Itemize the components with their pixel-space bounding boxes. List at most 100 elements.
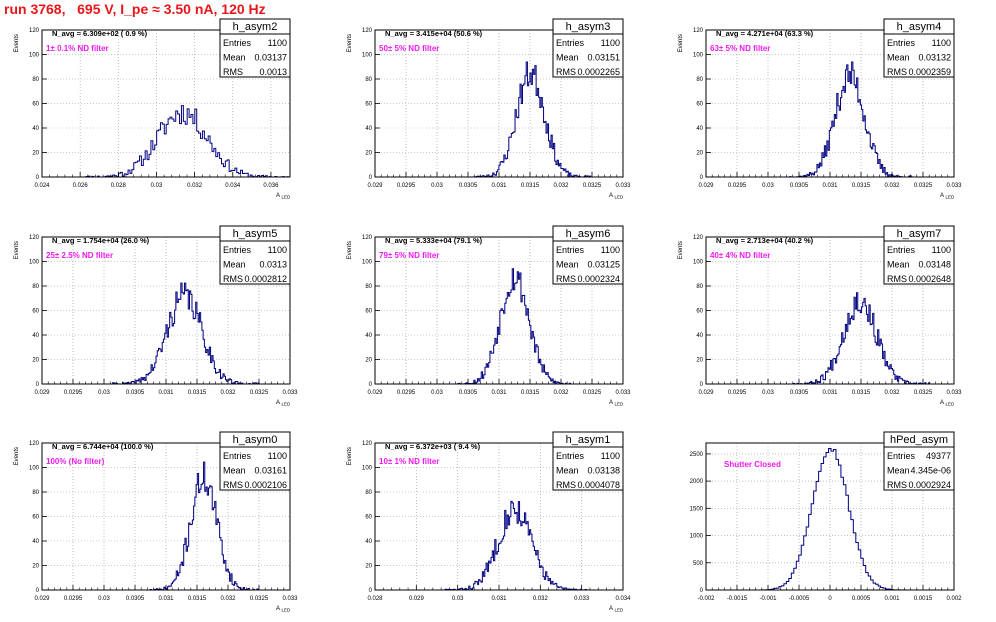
stats-value: 1100 <box>601 245 620 255</box>
y-tick-label: 80 <box>32 284 39 290</box>
y-tick-label: 80 <box>365 77 372 83</box>
x-tick-label: 0.031 <box>158 390 174 396</box>
x-tick-label: 0.03 <box>452 596 464 602</box>
y-tick-label: 80 <box>365 284 372 290</box>
histogram-panel-h_asym0: 0.029 0.0295 0.03 0.0305 0.031 0.0315 0.032 0.0… <box>14 431 298 613</box>
x-tick-label: 0.029 <box>698 183 714 189</box>
histogram-panel-h_asym2: 0.024 0.026 0.028 0.03 0.032 0.034 0.036 0 20 40 6… <box>14 18 291 200</box>
y-tick-label: 20 <box>365 358 372 364</box>
x-tick-label: 0.0305 <box>790 390 809 396</box>
x-tick-label: 0.0295 <box>64 596 83 602</box>
stats-label: Mean <box>223 53 246 63</box>
stats-label: Mean <box>556 466 579 476</box>
stats-label: RMS <box>223 480 243 490</box>
histogram-line <box>471 61 592 178</box>
navg-label: N_avg = 3.415e+04 (50.6 %) <box>385 29 483 38</box>
x-tick-label: 0.029 <box>34 390 50 396</box>
y-tick-label: 60 <box>365 309 372 315</box>
navg-label: N_avg = 2.713e+04 (40.2 %) <box>716 236 814 245</box>
navg-label: N_avg = 6.309e+02 ( 0.9 %) <box>52 29 148 38</box>
x-tick-label: 0.0315 <box>521 183 540 189</box>
y-tick-label: 80 <box>696 284 703 290</box>
y-tick-label: 0 <box>369 382 373 388</box>
stats-label: RMS <box>887 67 907 77</box>
stats-label: Entries <box>223 451 252 461</box>
y-tick-label: 20 <box>32 151 39 157</box>
histogram-name: h_asym7 <box>897 228 942 240</box>
stats-value: 0.0002265 <box>577 67 620 77</box>
navg-label: N_avg = 6.744e+04 (100.0 %) <box>52 442 154 451</box>
y-tick-label: 100 <box>362 466 373 472</box>
y-tick-label: 60 <box>32 309 39 315</box>
x-tick-label: -0.0005 <box>789 596 810 602</box>
stats-label: Mean <box>223 466 246 476</box>
x-tick-label: 0.0315 <box>852 390 871 396</box>
x-tick-label: 0.0305 <box>126 596 145 602</box>
stats-value: 0.03125 <box>587 260 620 270</box>
histogram-panel-h_asym5: 0.029 0.0295 0.03 0.0305 0.031 0.0315 0.032 0.0… <box>14 225 298 407</box>
y-tick-label: 100 <box>693 53 704 59</box>
y-tick-label: 0 <box>369 588 373 594</box>
y-tick-label: 80 <box>32 490 39 496</box>
y-tick-label: 0 <box>36 382 40 388</box>
x-axis-title: A LED <box>276 400 291 407</box>
x-tick-label: 0.031 <box>491 596 507 602</box>
x-tick-label: 0.032 <box>553 390 569 396</box>
y-tick-label: 60 <box>696 102 703 108</box>
x-tick-label: 0.032 <box>220 596 236 602</box>
x-axis-title: A LED <box>940 400 955 407</box>
y-tick-label: 0 <box>36 175 40 181</box>
histogram-panel-hPed_asym: -0.002 -0.0015 -0.001 -0.0005 0 0.0005 0.001 0.… <box>690 431 962 602</box>
stats-label: RMS <box>887 480 907 490</box>
histogram-name: h_asym6 <box>566 228 611 240</box>
stats-value: 0.03161 <box>254 466 287 476</box>
x-tick-label: 0.0305 <box>459 390 478 396</box>
y-tick-label: 20 <box>696 358 703 364</box>
histogram-name: h_asym1 <box>566 434 611 446</box>
x-tick-label: 0.03 <box>762 183 774 189</box>
x-tick-label: 0.032 <box>187 183 203 189</box>
y-tick-label: 20 <box>365 151 372 157</box>
y-tick-label: 0 <box>369 175 373 181</box>
x-axis-title: A LED <box>276 193 291 200</box>
stats-value: 4.345e-06 <box>910 466 951 476</box>
x-tick-label: 0.0325 <box>250 596 269 602</box>
x-tick-label: 0.033 <box>946 183 962 189</box>
y-tick-label: 80 <box>32 77 39 83</box>
histogram-panel-h_asym4: 0.029 0.0295 0.03 0.0305 0.031 0.0315 0.032 0.0… <box>678 18 962 200</box>
y-tick-label: 40 <box>696 126 703 132</box>
stats-label: Entries <box>556 38 585 48</box>
histogram-line <box>78 105 289 178</box>
x-tick-label: 0.03 <box>151 183 163 189</box>
stats-value: 1100 <box>601 38 620 48</box>
stats-label: Entries <box>556 451 585 461</box>
y-tick-label: 120 <box>693 235 704 241</box>
y-tick-label: 100 <box>362 53 373 59</box>
stats-value: 1100 <box>601 451 620 461</box>
histogram-line <box>753 447 908 591</box>
stats-label: Entries <box>223 38 252 48</box>
filter-label: 63± 5% ND filter <box>710 44 770 53</box>
stats-label: Mean <box>887 260 910 270</box>
stats-box <box>552 431 624 491</box>
x-tick-label: 0.0325 <box>914 183 933 189</box>
x-tick-label: 0.0315 <box>852 183 871 189</box>
x-tick-label: 0.032 <box>884 390 900 396</box>
y-tick-label: 120 <box>362 28 373 34</box>
stats-box <box>219 18 291 78</box>
x-tick-label: 0.031 <box>158 596 174 602</box>
stats-value: 0.03148 <box>918 260 951 270</box>
y-tick-label: 40 <box>365 333 372 339</box>
x-tick-label: -0.0015 <box>727 596 748 602</box>
filter-label: 40± 4% ND filter <box>710 251 770 260</box>
y-tick-label: 2500 <box>690 452 704 458</box>
y-tick-label: 40 <box>696 333 703 339</box>
x-tick-label: 0.029 <box>409 596 425 602</box>
stats-value: 0.0002924 <box>908 480 951 490</box>
y-tick-label: 20 <box>32 358 39 364</box>
x-axis-title: A LED <box>276 606 291 613</box>
y-tick-label: 20 <box>365 564 372 570</box>
x-tick-label: 0.0295 <box>397 183 416 189</box>
histogram-line <box>790 292 931 385</box>
x-tick-label: 0.028 <box>367 596 383 602</box>
